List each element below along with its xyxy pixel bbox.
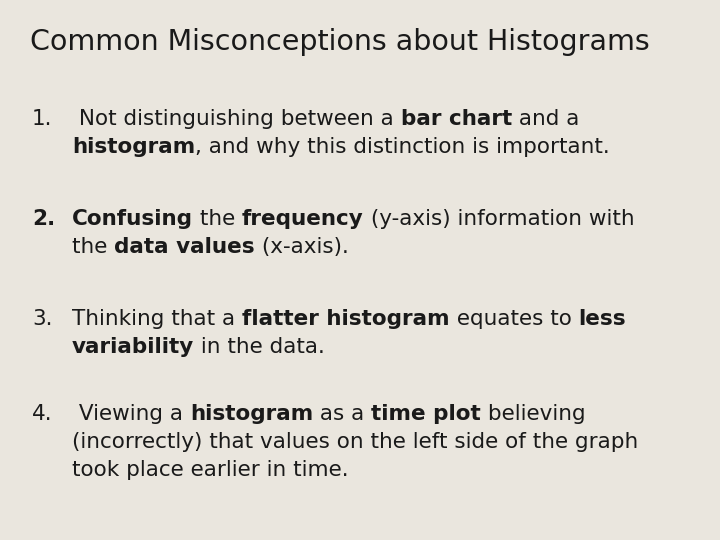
Text: believing: believing xyxy=(481,404,585,424)
Text: histogram: histogram xyxy=(72,137,195,157)
Text: (x-axis).: (x-axis). xyxy=(255,237,348,257)
Text: bar chart: bar chart xyxy=(400,109,512,129)
Text: took place earlier in time.: took place earlier in time. xyxy=(72,460,348,480)
Text: Common Misconceptions about Histograms: Common Misconceptions about Histograms xyxy=(30,28,649,56)
Text: (incorrectly) that values on the left side of the graph: (incorrectly) that values on the left si… xyxy=(72,432,638,452)
Text: 3.: 3. xyxy=(32,309,53,329)
Text: less: less xyxy=(578,309,626,329)
Text: the: the xyxy=(193,209,242,229)
Text: in the data.: in the data. xyxy=(194,337,325,357)
Text: equates to: equates to xyxy=(449,309,578,329)
Text: 4.: 4. xyxy=(32,404,53,424)
Text: Thinking that a: Thinking that a xyxy=(72,309,242,329)
Text: 2.: 2. xyxy=(32,209,55,229)
Text: flatter histogram: flatter histogram xyxy=(242,309,449,329)
Text: variability: variability xyxy=(72,337,194,357)
Text: and a: and a xyxy=(512,109,580,129)
Text: as a: as a xyxy=(313,404,372,424)
Text: Viewing a: Viewing a xyxy=(72,404,190,424)
Text: frequency: frequency xyxy=(242,209,364,229)
Text: data values: data values xyxy=(114,237,255,257)
Text: the: the xyxy=(72,237,114,257)
Text: (y-axis) information with: (y-axis) information with xyxy=(364,209,634,229)
Text: Not distinguishing between a: Not distinguishing between a xyxy=(72,109,400,129)
Text: , and why this distinction is important.: , and why this distinction is important. xyxy=(195,137,610,157)
Text: 1.: 1. xyxy=(32,109,53,129)
Text: Confusing: Confusing xyxy=(72,209,193,229)
Text: time plot: time plot xyxy=(372,404,481,424)
Text: histogram: histogram xyxy=(190,404,313,424)
